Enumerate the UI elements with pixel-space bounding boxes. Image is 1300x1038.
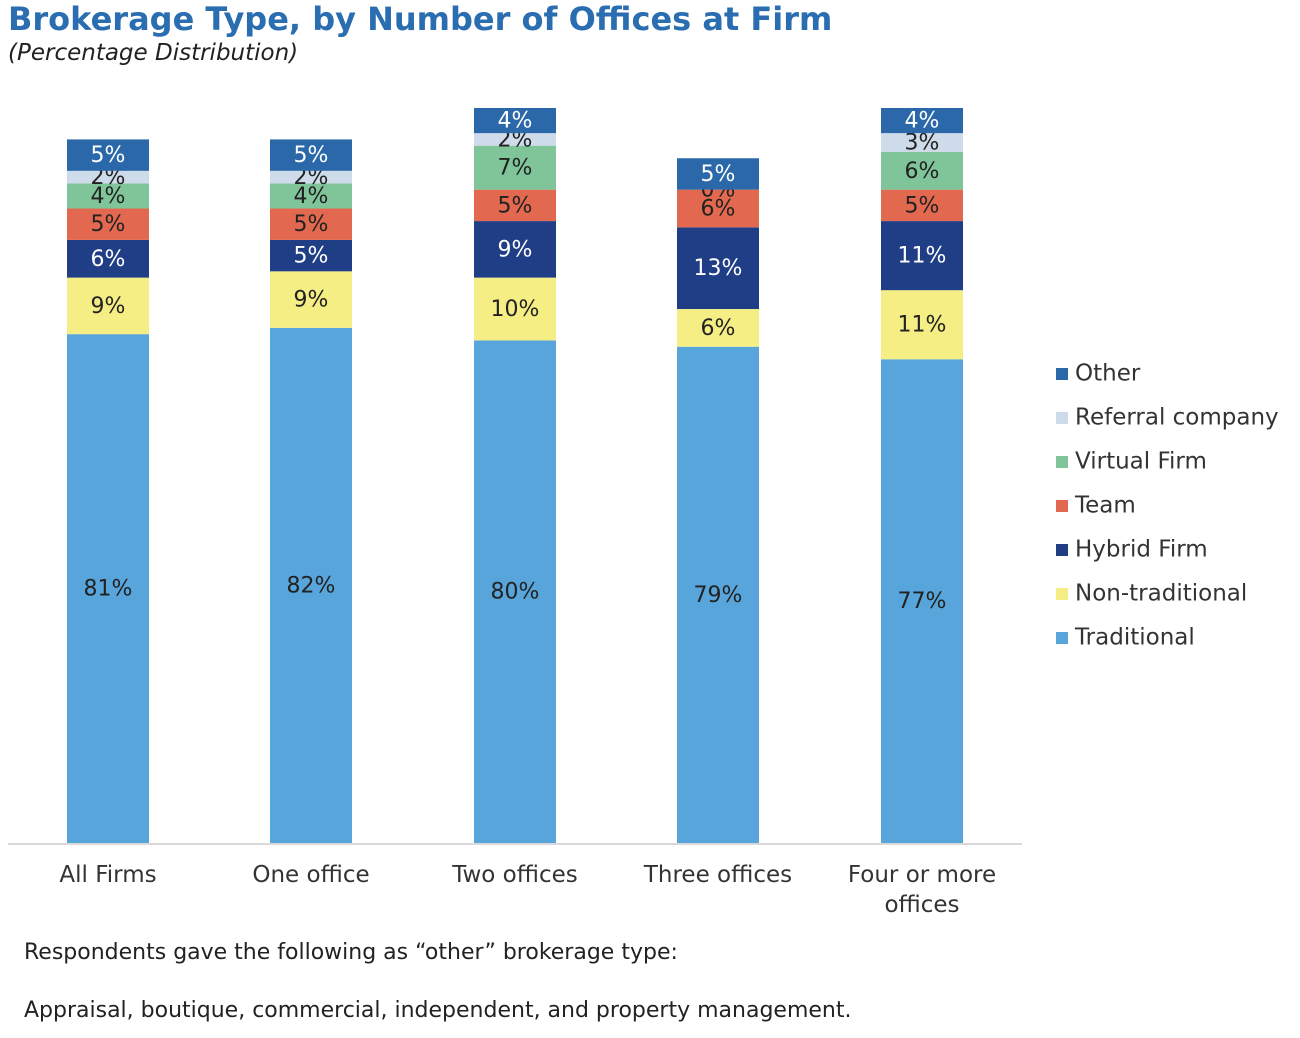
value-label: 6% [701,197,736,222]
x-tick-label: One office [252,862,370,888]
value-label: 5% [905,193,940,218]
value-label: 3% [905,131,940,156]
legend-label: Other [1075,361,1141,387]
value-label: 5% [294,212,329,237]
note: Respondents gave the following as “other… [24,940,678,965]
bar-segment [67,208,149,240]
bar-segment [881,221,963,291]
value-label: 5% [294,143,329,168]
x-tick-label: Four or more offices [847,862,997,918]
bar-segment [881,189,963,222]
bar-segment [677,189,759,228]
bar-segment [881,151,963,190]
bar-segment [474,340,556,843]
legend-label: Referral company [1075,405,1279,431]
bar-segment [881,290,963,360]
chart-subtitle: (Percentage Distribution) [8,40,299,66]
value-label: 82% [287,573,336,598]
legend-label: Virtual Firm [1075,449,1207,475]
bar-segment [270,327,352,843]
bar-segment [67,239,149,278]
bar-segment [67,334,149,843]
bar-segment [677,158,759,190]
value-label: 4% [905,109,940,134]
bar-segment [67,183,149,209]
bar-segment [474,277,556,341]
value-label: 6% [701,316,736,341]
value-label: 5% [701,162,736,187]
chart-title: Brokerage Type, by Number of Offices at … [8,0,833,38]
bar-segment [474,145,556,190]
value-label: 9% [294,288,329,313]
value-label: 5% [91,143,126,168]
value-label: 9% [498,237,533,262]
bar-segment [270,139,352,171]
bar-segment [881,359,963,843]
value-label: 10% [491,297,540,322]
legend-swatch [1056,632,1068,644]
value-label: 6% [91,247,126,272]
x-tick-label: Three offices [643,862,793,888]
value-label: 81% [84,577,133,602]
legend-swatch [1056,588,1068,600]
bar-segment [270,170,352,184]
legend-swatch [1056,500,1068,512]
bar-segment [881,108,963,134]
value-label: 5% [498,193,533,218]
bar-segment [67,139,149,171]
value-label: 11% [898,313,947,338]
bar-segment [474,221,556,278]
bar-segment [677,346,759,843]
bar-segment [474,108,556,134]
legend-label: Hybrid Firm [1075,537,1208,563]
bar-segment [474,189,556,222]
bar-segment [270,208,352,240]
bar-segment [677,309,759,347]
value-label: 4% [498,109,533,134]
value-label: 80% [491,580,540,605]
value-label: 77% [898,589,947,614]
value-label: 6% [905,159,940,184]
x-tick-label: All Firms [59,862,157,888]
value-label: 4% [91,184,126,209]
legend-swatch [1056,412,1068,424]
legend-swatch [1056,544,1068,556]
bar-segment [270,271,352,328]
value-label: 79% [694,583,743,608]
value-label: 13% [694,256,743,281]
legend-swatch [1056,368,1068,380]
value-label: 9% [91,294,126,319]
legend-label: Non-traditional [1075,581,1247,607]
legend-label: Team [1074,493,1136,519]
legend-label: Traditional [1074,625,1195,651]
value-label: 4% [294,184,329,209]
bar-segment [677,227,759,310]
bar-segment [270,239,352,272]
bar-segment [270,183,352,209]
bar-segment [881,133,963,152]
bar-segment [67,170,149,184]
bar-segment [474,133,556,146]
value-label: 7% [498,156,533,181]
value-label: 5% [91,212,126,237]
note: Appraisal, boutique, commercial, indepen… [24,998,852,1023]
value-label: 5% [294,244,329,269]
bar-segment [67,277,149,335]
legend-swatch [1056,456,1068,468]
value-label: 11% [898,244,947,269]
x-tick-label: Two offices [452,862,578,888]
